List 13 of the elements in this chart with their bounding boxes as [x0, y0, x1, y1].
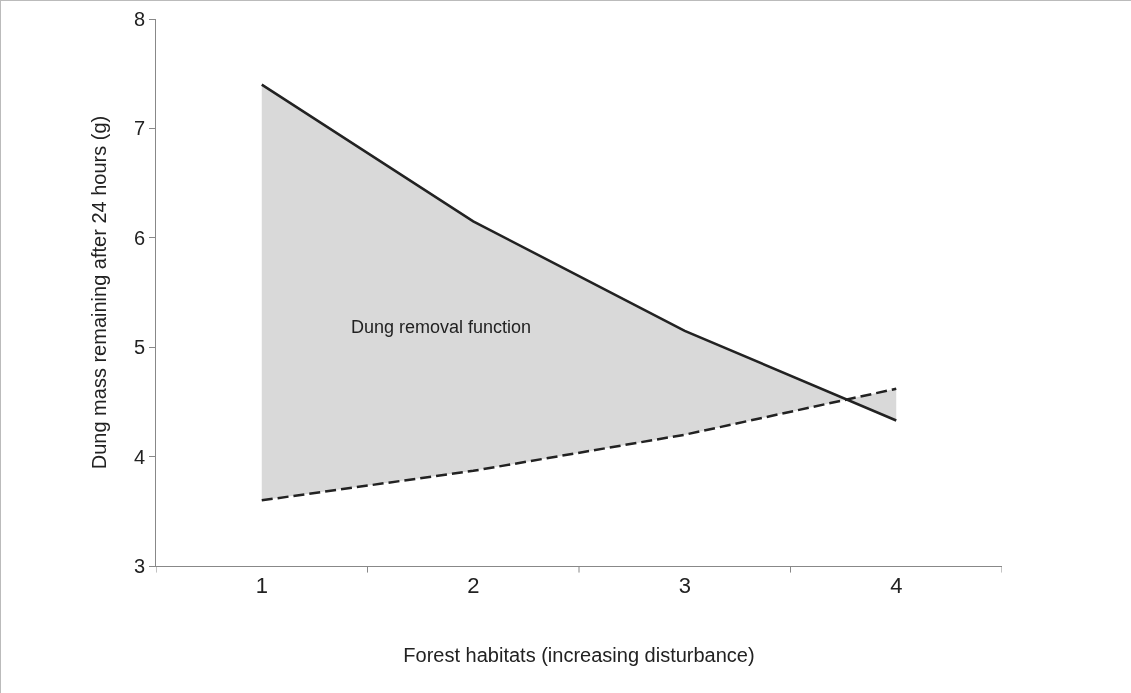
y-tick-label: 5 [133, 336, 145, 359]
x-axis-title: Forest habitats (increasing disturbance) [403, 643, 755, 666]
y-tick-label: 4 [133, 445, 145, 468]
x-tick-label: 3 [678, 573, 691, 599]
y-tick-label: 7 [133, 117, 145, 140]
x-tick-label: 1 [255, 573, 268, 599]
x-tick-label: 4 [890, 573, 903, 599]
y-tick-label: 3 [133, 555, 145, 577]
annotation: Dung removal function [351, 317, 532, 337]
y-tick-label: 8 [133, 8, 145, 30]
x-tick-label: 2 [467, 573, 480, 599]
y-axis-title: Dung mass remaining after 24 hours (g) [88, 115, 110, 470]
y-tick-label: 6 [133, 226, 145, 249]
